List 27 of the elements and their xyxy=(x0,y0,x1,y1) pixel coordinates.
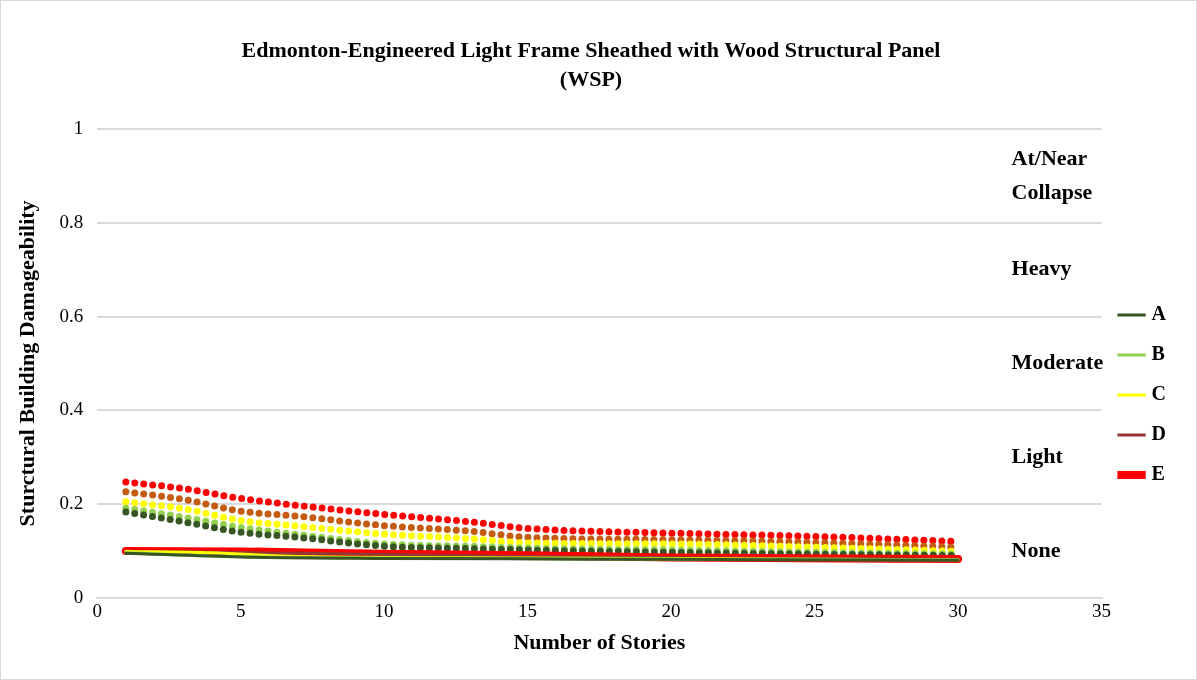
y-tick-label: 0.4 xyxy=(59,398,84,420)
x-tick-label: 0 xyxy=(92,600,102,622)
y-tick-label: 0.2 xyxy=(59,492,84,514)
legend-label: E xyxy=(1151,462,1165,485)
legend-label: B xyxy=(1151,342,1165,365)
x-tick-label: 5 xyxy=(235,600,246,622)
y-axis-title: Sturctural Building Damageability xyxy=(13,200,39,527)
y-tick-label: 1 xyxy=(73,116,84,138)
y-tick-label: 0 xyxy=(73,585,84,607)
x-tick-label: 20 xyxy=(661,600,681,622)
legend-label: A xyxy=(1151,302,1167,325)
x-tick-label: 30 xyxy=(948,600,968,622)
x-tick-label: 15 xyxy=(518,600,538,622)
chart-title: Edmonton-Engineered Light Frame Sheathed with Wood Structural Panel (WSP) xyxy=(241,36,941,93)
annotation: Heavy xyxy=(1011,255,1072,281)
legend-label: D xyxy=(1151,422,1167,445)
annotation: Moderate xyxy=(1011,349,1104,375)
legend-label: C xyxy=(1151,382,1167,405)
x-tick-label: 35 xyxy=(1092,600,1112,622)
y-tick-label: 0.8 xyxy=(59,210,84,232)
x-tick-label: 10 xyxy=(374,600,394,622)
y-tick-label: 0.6 xyxy=(59,304,84,326)
annotation: At/Near Collapse xyxy=(1011,144,1093,204)
annotation: None xyxy=(1011,536,1061,562)
x-tick-label: 25 xyxy=(805,600,825,622)
x-axis-title: Number of Stories xyxy=(513,629,686,655)
annotation: Light xyxy=(1011,442,1064,468)
